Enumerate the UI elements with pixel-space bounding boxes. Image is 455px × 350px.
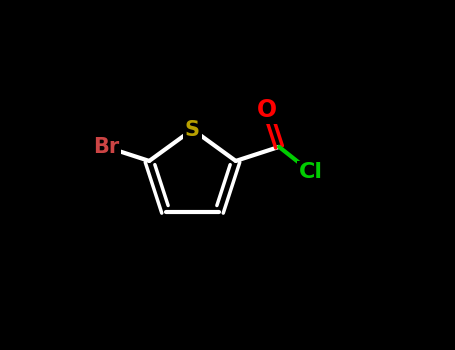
Text: Br: Br bbox=[93, 137, 119, 157]
Text: Cl: Cl bbox=[299, 162, 323, 182]
Text: S: S bbox=[185, 119, 200, 140]
Text: O: O bbox=[257, 98, 277, 122]
